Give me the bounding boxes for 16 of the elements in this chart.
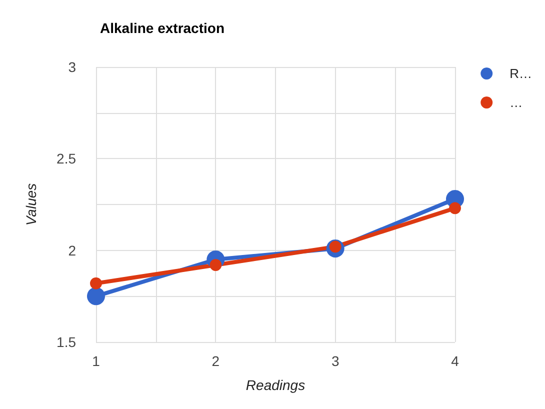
point: [87, 287, 105, 306]
x-tick-label: 4: [451, 353, 460, 369]
x-tick-label: 3: [331, 353, 340, 369]
point: [90, 277, 102, 290]
point: [449, 202, 461, 214]
chart-title: Alkaline extraction: [100, 20, 224, 36]
x-tick-label: 2: [212, 353, 220, 369]
y-tick-label: 2.5: [56, 150, 76, 167]
y-tick-label: 2: [68, 242, 76, 258]
y-tick-label: 1.5: [56, 334, 76, 350]
y-axis-title: Values: [23, 183, 39, 226]
x-tick-label: 1: [92, 353, 100, 369]
x-axis-title: Readings: [246, 377, 306, 393]
y-tick-label: 3: [68, 59, 76, 75]
legend-label: …: [510, 95, 523, 110]
legend-label: R…: [510, 66, 532, 81]
